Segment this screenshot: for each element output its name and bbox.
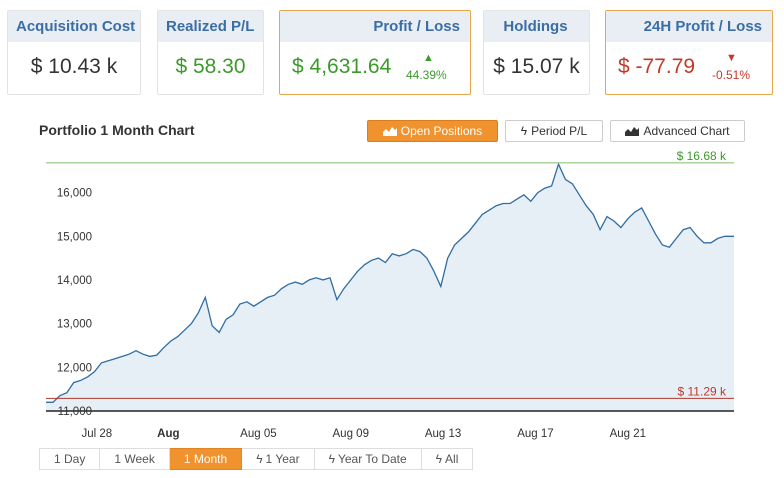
y-tick-label: 12,000 <box>57 362 92 374</box>
bolt-icon: ϟ <box>435 452 443 466</box>
bolt-icon: ϟ <box>328 452 335 466</box>
chart-mode-buttons: Open Positions ϟ Period P/L Advanced Cha… <box>367 120 745 142</box>
advanced-chart-label: Advanced Chart <box>643 124 730 138</box>
portfolio-chart: $ 16.68 k $ 11.29 k 11,000 12,000 13,000 14,0… <box>46 150 734 440</box>
range-all[interactable]: ϟ All <box>421 448 474 470</box>
chart-title: Portfolio 1 Month Chart <box>39 122 195 138</box>
x-tick-label: Jul 28 <box>81 428 112 440</box>
acquisition-cost-card: Acquisition Cost $ 10.43 k <box>7 10 141 95</box>
range-1-week-label: 1 Week <box>114 452 155 466</box>
advanced-chart-button[interactable]: Advanced Chart <box>610 120 745 142</box>
profit-loss-card: Profit / Loss $ 4,631.64 ▲ 44.39% <box>279 10 471 95</box>
x-tick-label: Aug 09 <box>333 428 369 440</box>
range-1-month[interactable]: 1 Month <box>169 448 243 470</box>
realized-pl-value: $ 58.30 <box>175 55 246 78</box>
range-year-to-date[interactable]: ϟ Year To Date <box>314 448 422 470</box>
x-tick-label: Aug 17 <box>517 428 553 440</box>
area-chart-icon <box>625 127 640 136</box>
range-1-day[interactable]: 1 Day <box>39 448 101 470</box>
profit-loss-value: $ 4,631.64 <box>292 55 392 78</box>
profit-loss-body: $ 4,631.64 ▲ 44.39% <box>280 42 470 94</box>
portfolio-line <box>46 162 734 403</box>
24h-profit-loss-percent: -0.51% <box>712 68 751 82</box>
area-chart-icon <box>382 127 397 136</box>
period-pl-button[interactable]: ϟ Period P/L <box>505 120 603 142</box>
max-label: $ 16.68 k <box>677 150 727 163</box>
24h-profit-loss-value: $ -77.79 <box>618 55 696 78</box>
realized-pl-card: Realized P/L $ 58.30 <box>157 10 264 95</box>
min-label: $ 11.29 k <box>678 384 727 398</box>
y-tick-label: 15,000 <box>57 231 92 243</box>
y-tick-label: 11,000 <box>58 406 92 418</box>
range-1-day-label: 1 Day <box>54 452 86 466</box>
holdings-label: Holdings <box>484 11 589 42</box>
x-tick-label: Aug 21 <box>610 428 646 440</box>
x-tick-label: Aug 13 <box>425 428 461 440</box>
bolt-icon: ϟ <box>520 124 528 138</box>
open-positions-button[interactable]: Open Positions <box>367 120 498 142</box>
24h-profit-loss-body: $ -77.79 ▼ -0.51% <box>606 42 772 94</box>
period-pl-label: Period P/L <box>531 124 588 138</box>
triangle-up-icon: ▲ <box>423 52 434 64</box>
acquisition-cost-value: $ 10.43 k <box>30 55 118 78</box>
range-year-to-date-label: Year To Date <box>337 452 407 466</box>
triangle-down-icon: ▼ <box>726 52 737 64</box>
range-1-month-label: 1 Month <box>183 452 228 466</box>
24h-profit-loss-card: 24H Profit / Loss $ -77.79 ▼ -0.51% <box>605 10 773 95</box>
holdings-value: $ 15.07 k <box>493 55 580 78</box>
open-positions-label: Open Positions <box>400 124 483 138</box>
realized-pl-label: Realized P/L <box>158 11 263 42</box>
24h-profit-loss-label: 24H Profit / Loss <box>606 11 772 42</box>
profit-loss-label: Profit / Loss <box>280 11 470 42</box>
stats-bar: Acquisition Cost $ 10.43 k Realized P/L … <box>7 10 784 95</box>
holdings-card: Holdings $ 15.07 k <box>483 10 590 95</box>
range-1-week[interactable]: 1 Week <box>100 448 170 470</box>
y-tick-label: 16,000 <box>57 188 92 200</box>
y-tick-label: 14,000 <box>57 275 92 287</box>
portfolio-area <box>46 164 734 411</box>
acquisition-cost-label: Acquisition Cost <box>8 11 140 42</box>
range-1-year-label: 1 Year <box>265 452 300 466</box>
profit-loss-percent: 44.39% <box>406 68 447 82</box>
x-tick-label: Aug <box>157 428 179 440</box>
bolt-icon: ϟ <box>256 452 263 466</box>
y-tick-label: 13,000 <box>57 319 92 331</box>
x-tick-label: Aug 05 <box>240 428 276 440</box>
range-all-label: All <box>445 452 459 466</box>
